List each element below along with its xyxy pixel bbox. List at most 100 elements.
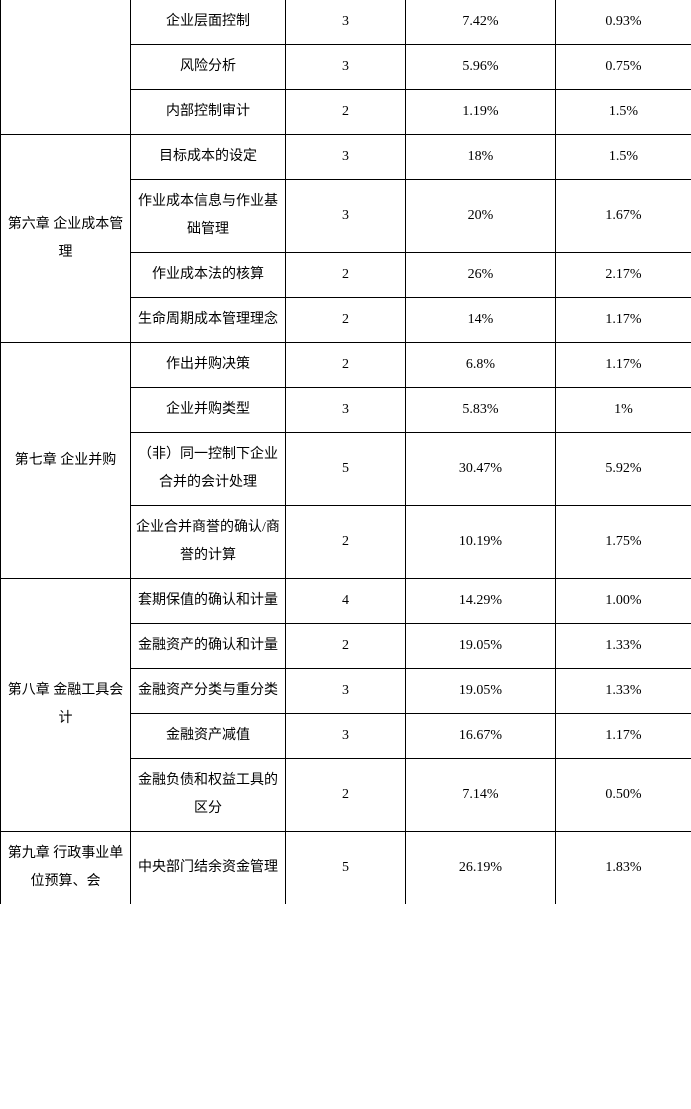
count-cell: 3	[286, 669, 406, 714]
pct2-label: 1.17%	[605, 728, 641, 743]
pct2-cell: 5.92%	[556, 433, 691, 506]
pct2-label: 1.75%	[605, 534, 641, 549]
topic-label: 作业成本法的核算	[152, 267, 264, 282]
pct2-cell: 1.33%	[556, 669, 691, 714]
topic-label: 作业成本信息与作业基础管理	[138, 194, 278, 237]
topic-cell: 套期保值的确认和计量	[131, 579, 286, 624]
count-cell: 2	[286, 90, 406, 135]
topic-label: 风险分析	[180, 59, 236, 74]
pct1-cell: 10.19%	[406, 506, 556, 579]
pct2-label: 1.67%	[605, 208, 641, 223]
count-label: 2	[342, 534, 349, 549]
pct2-cell: 1.83%	[556, 832, 691, 905]
count-cell: 5	[286, 433, 406, 506]
chapter-cell: 第八章 金融工具会计	[1, 579, 131, 832]
count-label: 2	[342, 787, 349, 802]
pct1-cell: 1.19%	[406, 90, 556, 135]
pct2-cell: 1.17%	[556, 343, 691, 388]
pct2-label: 1.83%	[605, 860, 641, 875]
topic-cell: （非）同一控制下企业合并的会计处理	[131, 433, 286, 506]
pct2-cell: 0.75%	[556, 45, 691, 90]
count-label: 3	[342, 208, 349, 223]
pct2-cell: 0.50%	[556, 759, 691, 832]
count-label: 4	[342, 593, 349, 608]
pct2-cell: 1.17%	[556, 298, 691, 343]
pct2-cell: 1%	[556, 388, 691, 433]
table-row: 第七章 企业并购 作出并购决策 2 6.8% 1.17%	[1, 343, 691, 388]
pct1-label: 10.19%	[459, 534, 502, 549]
topic-cell: 企业合并商誉的确认/商誉的计算	[131, 506, 286, 579]
pct1-cell: 5.96%	[406, 45, 556, 90]
count-label: 2	[342, 638, 349, 653]
pct1-label: 19.05%	[459, 683, 502, 698]
pct1-cell: 20%	[406, 180, 556, 253]
topic-cell: 作业成本法的核算	[131, 253, 286, 298]
topic-label: 目标成本的设定	[159, 149, 257, 164]
topic-cell: 企业层面控制	[131, 0, 286, 45]
pct2-label: 0.75%	[605, 59, 641, 74]
pct1-label: 1.19%	[462, 104, 498, 119]
pct1-cell: 30.47%	[406, 433, 556, 506]
chapter-label: 第六章 企业成本管理	[8, 217, 124, 260]
topic-label: 企业并购类型	[166, 402, 250, 417]
count-label: 3	[342, 149, 349, 164]
topic-label: 生命周期成本管理理念	[138, 312, 278, 327]
topic-cell: 金融资产分类与重分类	[131, 669, 286, 714]
pct2-cell: 0.93%	[556, 0, 691, 45]
chapter-label: 第九章 行政事业单位预算、会	[8, 846, 124, 889]
topic-cell: 作业成本信息与作业基础管理	[131, 180, 286, 253]
topic-cell: 金融负债和权益工具的区分	[131, 759, 286, 832]
topic-label: 内部控制审计	[166, 104, 250, 119]
pct1-label: 20%	[468, 208, 494, 223]
count-cell: 3	[286, 180, 406, 253]
pct1-cell: 5.83%	[406, 388, 556, 433]
topic-label: （非）同一控制下企业合并的会计处理	[138, 447, 278, 490]
pct1-label: 6.8%	[466, 357, 495, 372]
pct2-label: 5.92%	[605, 461, 641, 476]
topic-cell: 中央部门结余资金管理	[131, 832, 286, 905]
count-label: 5	[342, 461, 349, 476]
table-row: 第九章 行政事业单位预算、会 中央部门结余资金管理 5 26.19% 1.83%	[1, 832, 691, 905]
table-row: 企业层面控制 3 7.42% 0.93%	[1, 0, 691, 45]
pct1-cell: 26%	[406, 253, 556, 298]
topic-cell: 内部控制审计	[131, 90, 286, 135]
pct1-label: 26%	[468, 267, 494, 282]
pct2-label: 1.00%	[605, 593, 641, 608]
topic-label: 金融资产分类与重分类	[138, 683, 278, 698]
pct2-cell: 1.5%	[556, 90, 691, 135]
pct1-label: 16.67%	[459, 728, 502, 743]
count-cell: 3	[286, 388, 406, 433]
count-cell: 2	[286, 343, 406, 388]
pct1-label: 14.29%	[459, 593, 502, 608]
data-table: 企业层面控制 3 7.42% 0.93% 风险分析 3 5.96% 0.75% …	[0, 0, 691, 904]
count-label: 2	[342, 267, 349, 282]
topic-label: 中央部门结余资金管理	[138, 860, 278, 875]
count-label: 3	[342, 728, 349, 743]
pct2-label: 1.17%	[605, 357, 641, 372]
pct2-cell: 1.67%	[556, 180, 691, 253]
pct1-cell: 19.05%	[406, 669, 556, 714]
count-label: 3	[342, 683, 349, 698]
count-cell: 3	[286, 0, 406, 45]
count-cell: 2	[286, 506, 406, 579]
topic-label: 金融负债和权益工具的区分	[138, 773, 278, 816]
chapter-cell: 第九章 行政事业单位预算、会	[1, 832, 131, 905]
pct2-cell: 1.5%	[556, 135, 691, 180]
count-cell: 2	[286, 298, 406, 343]
topic-label: 金融资产减值	[166, 728, 250, 743]
table-row: 第八章 金融工具会计 套期保值的确认和计量 4 14.29% 1.00%	[1, 579, 691, 624]
topic-cell: 目标成本的设定	[131, 135, 286, 180]
pct2-label: 1%	[614, 402, 633, 417]
pct2-label: 0.93%	[605, 14, 641, 29]
pct1-label: 30.47%	[459, 461, 502, 476]
pct1-cell: 16.67%	[406, 714, 556, 759]
pct2-cell: 1.33%	[556, 624, 691, 669]
topic-cell: 企业并购类型	[131, 388, 286, 433]
pct1-cell: 18%	[406, 135, 556, 180]
count-cell: 2	[286, 624, 406, 669]
pct2-cell: 1.75%	[556, 506, 691, 579]
count-cell: 2	[286, 253, 406, 298]
topic-label: 作出并购决策	[166, 357, 250, 372]
pct1-cell: 14.29%	[406, 579, 556, 624]
table-row: 第六章 企业成本管理 目标成本的设定 3 18% 1.5%	[1, 135, 691, 180]
